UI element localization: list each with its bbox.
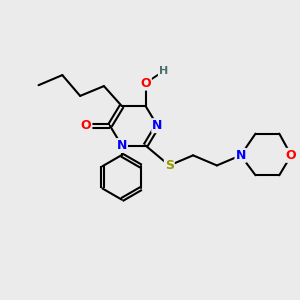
Text: O: O	[140, 76, 151, 90]
Text: H: H	[159, 66, 168, 76]
Text: N: N	[152, 119, 163, 132]
Text: N: N	[117, 139, 127, 152]
Text: N: N	[236, 149, 246, 162]
Text: O: O	[81, 119, 92, 132]
Text: O: O	[286, 149, 296, 162]
Text: S: S	[165, 159, 174, 172]
